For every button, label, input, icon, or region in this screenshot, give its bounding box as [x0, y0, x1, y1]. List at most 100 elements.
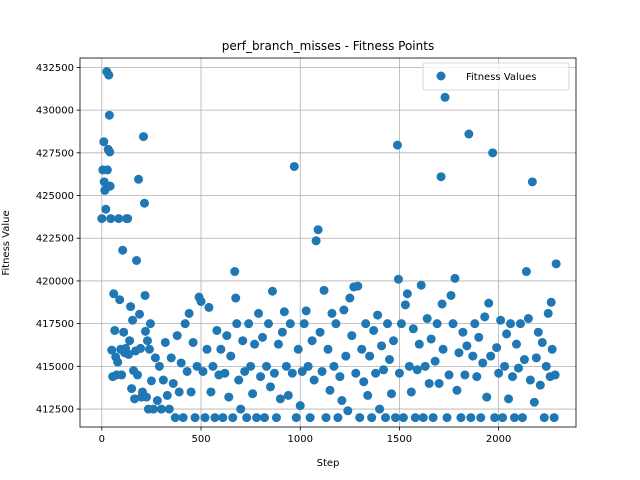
data-point — [240, 366, 250, 376]
data-point — [549, 413, 559, 423]
x-tick-label: 1500 — [387, 434, 412, 445]
data-point — [172, 331, 182, 341]
data-point — [139, 198, 149, 208]
data-point — [242, 413, 252, 423]
data-point — [248, 389, 258, 399]
data-point — [216, 344, 226, 354]
data-point — [535, 380, 545, 390]
data-point — [176, 358, 186, 368]
data-point — [498, 413, 508, 423]
data-point — [414, 339, 424, 349]
data-point — [385, 355, 395, 365]
data-point — [456, 413, 466, 423]
data-point — [437, 299, 447, 309]
data-point — [220, 368, 230, 378]
data-point — [190, 413, 200, 423]
y-tick-label: 427500 — [36, 148, 74, 159]
data-point — [375, 404, 385, 414]
y-tick-label: 415000 — [36, 362, 74, 373]
data-point — [394, 368, 404, 378]
data-point — [337, 396, 347, 406]
data-point — [521, 267, 531, 277]
data-point — [470, 319, 480, 329]
data-point — [448, 319, 458, 329]
data-point — [206, 387, 216, 397]
data-point — [156, 404, 166, 414]
data-point — [119, 327, 129, 337]
data-point — [238, 336, 248, 346]
data-point — [192, 361, 202, 371]
data-point — [462, 341, 472, 351]
data-point — [138, 132, 148, 142]
data-point — [369, 325, 379, 335]
data-point — [109, 289, 119, 299]
data-point — [408, 324, 418, 334]
data-point — [438, 344, 448, 354]
data-point — [315, 327, 325, 337]
data-point — [166, 353, 176, 363]
data-point — [115, 295, 125, 305]
data-point — [228, 413, 238, 423]
data-point — [432, 319, 442, 329]
data-point — [212, 325, 222, 335]
data-point — [222, 331, 232, 341]
data-point — [271, 413, 281, 423]
data-point — [398, 413, 408, 423]
data-point — [226, 351, 236, 361]
data-point — [390, 413, 400, 423]
data-point — [424, 378, 434, 388]
data-point — [133, 370, 143, 380]
data-point — [117, 370, 127, 380]
data-point — [343, 406, 353, 416]
data-point — [331, 319, 341, 329]
data-point — [256, 372, 266, 382]
data-point — [254, 308, 264, 318]
data-point — [490, 413, 500, 423]
data-point — [231, 293, 241, 303]
data-point — [321, 413, 331, 423]
data-point — [494, 368, 504, 378]
data-point — [341, 351, 351, 361]
data-point — [234, 375, 244, 385]
data-point — [335, 372, 345, 382]
data-point — [283, 390, 293, 400]
data-point — [430, 356, 440, 366]
data-point — [97, 214, 107, 224]
data-point — [182, 366, 192, 376]
data-point — [104, 70, 114, 80]
data-point — [293, 344, 303, 354]
data-point — [123, 214, 133, 224]
data-point — [478, 358, 488, 368]
data-point — [124, 349, 134, 359]
data-point — [269, 368, 279, 378]
legend-label: Fitness Values — [466, 72, 536, 83]
data-point — [289, 161, 299, 171]
data-point — [339, 305, 349, 315]
y-tick-label: 425000 — [36, 191, 74, 202]
data-point — [287, 368, 297, 378]
data-point — [303, 361, 313, 371]
x-tick-label: 500 — [191, 434, 210, 445]
data-point — [118, 245, 128, 255]
data-point — [232, 319, 242, 329]
data-point — [546, 297, 556, 307]
data-point — [265, 382, 275, 392]
data-point — [273, 339, 283, 349]
data-point — [410, 413, 420, 423]
data-point — [246, 361, 256, 371]
data-point — [353, 281, 363, 291]
data-point — [150, 353, 160, 363]
data-point — [136, 343, 146, 353]
data-point — [504, 394, 514, 404]
y-axis-title: Fitness Value — [1, 210, 12, 275]
data-point — [279, 307, 289, 317]
data-point — [428, 413, 438, 423]
data-point — [333, 413, 343, 423]
data-point — [313, 225, 323, 235]
data-point — [102, 165, 112, 175]
data-point — [442, 413, 452, 423]
data-point — [152, 396, 162, 406]
data-point — [134, 174, 144, 184]
data-point — [523, 314, 533, 324]
